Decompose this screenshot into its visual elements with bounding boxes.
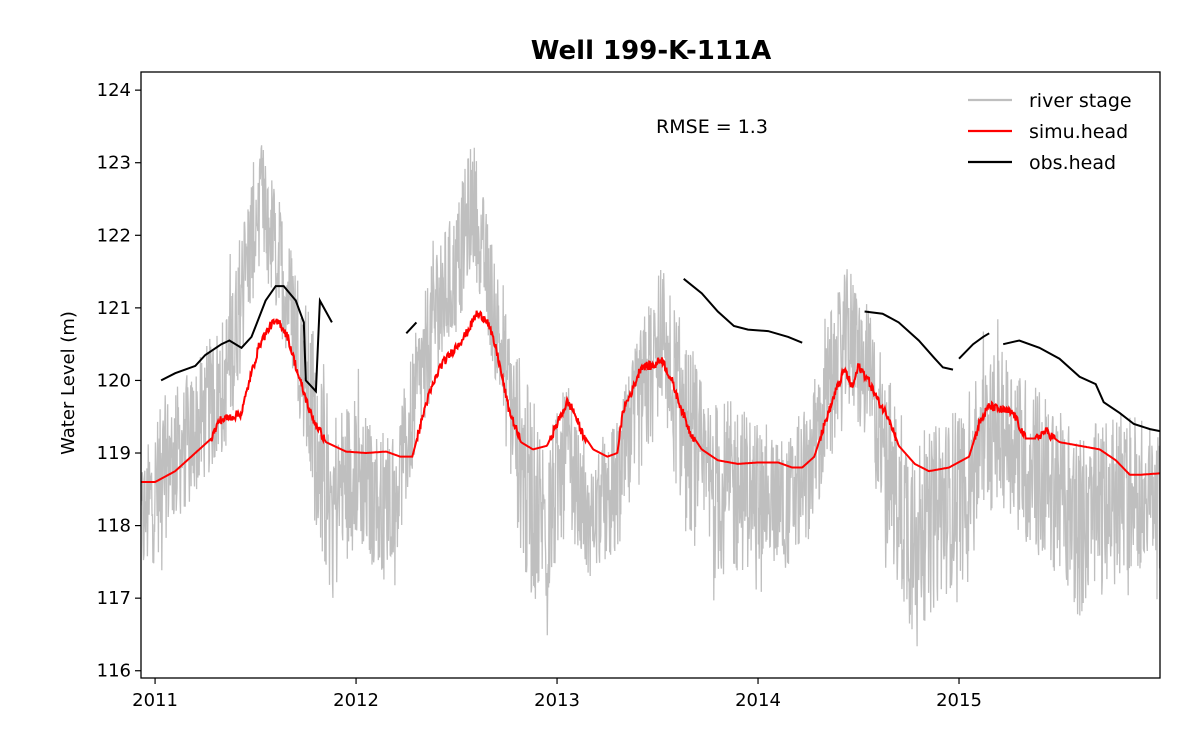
series-line-simu-head: [141, 310, 1160, 483]
plot-frame: [140, 71, 1161, 679]
legend-label-obs-head: obs.head: [1029, 152, 1116, 174]
plot-clip-group: [141, 145, 1160, 647]
series-line-obs-head-segment-2: [405, 321, 418, 334]
plot-area: [141, 145, 1160, 647]
x-tick-label: 2012: [333, 690, 379, 711]
series-line-obs-head-segment-4: [864, 310, 954, 371]
x-tick-label: 2013: [534, 690, 580, 711]
axes: 2011 2012 2013 2014 2015 116 117 118 119 120 121 12…: [97, 71, 1161, 711]
x-tick-label: 2011: [132, 690, 178, 711]
series-line-obs-head-segment-5: [958, 332, 990, 360]
x-tick-label: 2015: [936, 690, 982, 711]
chart-title: Well 199-K-111A: [531, 36, 771, 66]
y-tick-label: 124: [97, 80, 131, 101]
series-line-obs-head-segment-3: [683, 278, 803, 344]
y-tick-label: 118: [97, 516, 131, 537]
y-tick-label: 121: [97, 298, 131, 319]
y-tick-label: 122: [97, 225, 131, 246]
x-tick-label: 2014: [735, 690, 781, 711]
y-tick-label: 123: [97, 153, 131, 174]
y-axis-label: Water Level (m): [58, 311, 79, 455]
y-tick-label: 119: [97, 443, 131, 464]
rmse-annotation: RMSE = 1.3: [656, 116, 768, 138]
series-line-river-stage: [141, 145, 1160, 647]
series-line-obs-head-segment-1: [160, 285, 333, 394]
legend-label-simu-head: simu.head: [1029, 121, 1128, 143]
y-tick-label: 117: [97, 588, 131, 609]
legend: river stage simu.head obs.head: [968, 90, 1132, 174]
legend-label-river-stage: river stage: [1029, 90, 1132, 112]
series-line-obs-head-segment-6: [1002, 339, 1160, 433]
y-tick-label: 120: [97, 370, 131, 391]
y-tick-label: 116: [97, 661, 131, 682]
